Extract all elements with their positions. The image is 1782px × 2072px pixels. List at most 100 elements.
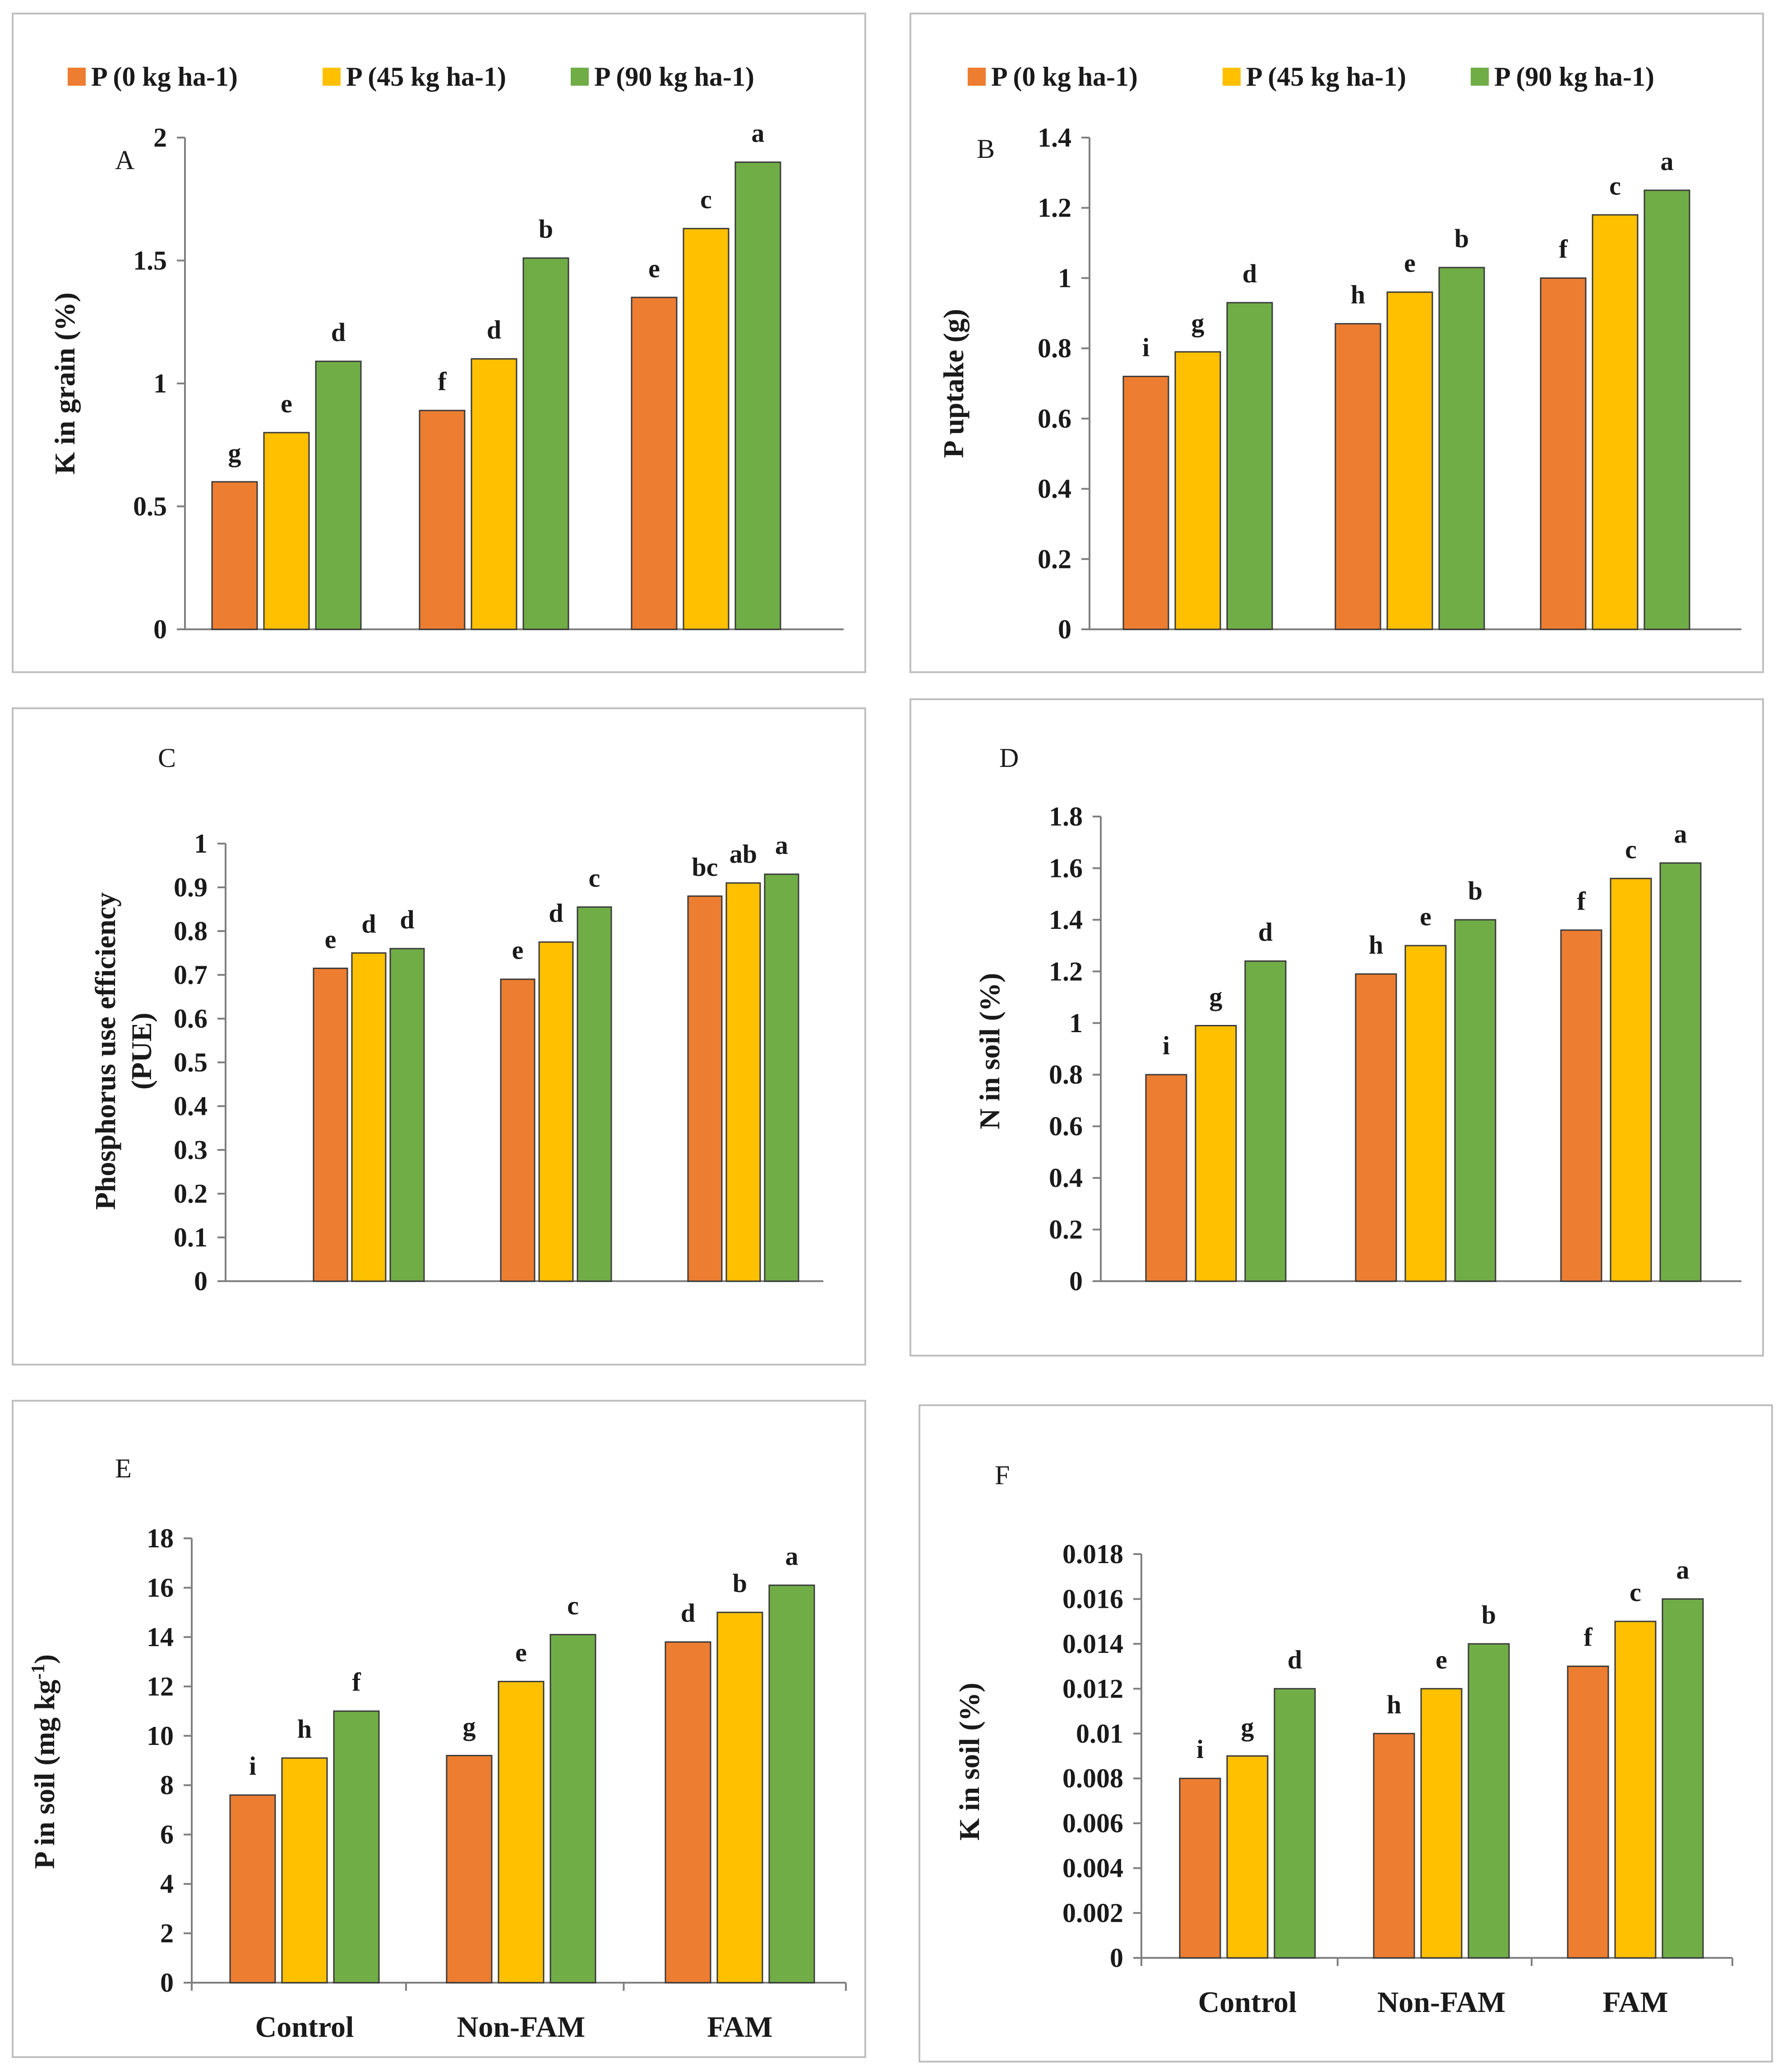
- y-tick-label: 2: [153, 123, 167, 152]
- legend-swatch: [1471, 68, 1489, 86]
- significance-letter: i: [1196, 1735, 1204, 1764]
- y-axis-title-end: ): [28, 1654, 60, 1664]
- y-tick-label: 0.4: [1038, 474, 1071, 504]
- bar-p-90-kg-ha-1-: [315, 360, 362, 630]
- significance-letter: g: [1210, 982, 1223, 1011]
- bar-p-0-kg-ha-1-: [1567, 1666, 1609, 1959]
- y-tick-label: 0.014: [1062, 1629, 1123, 1659]
- y-tick-label: 0.6: [1038, 404, 1071, 434]
- bar-p-90-kg-ha-1-: [1644, 189, 1690, 630]
- y-tick-label: 0.2: [1049, 1215, 1083, 1245]
- bar-p-90-kg-ha-1-: [389, 948, 425, 1282]
- legend-entry: P (90 kg ha-1): [594, 62, 754, 92]
- significance-letter: d: [1288, 1645, 1302, 1674]
- panel-f: 0 0.002 0.004 0.006 0.008 0.01 0.012 0.014 0.016…: [919, 1404, 1773, 2063]
- y-axis-title: N in soil (%): [974, 973, 1006, 1130]
- panel-c: 0 0.1 0.2 0.3 0.4 0.5 0.6 0.7 0.8 0.9 1 Phosphorus …: [12, 707, 866, 1366]
- significance-letter: g: [1191, 308, 1205, 337]
- y-tick-label: 0: [1058, 614, 1071, 644]
- bar-p-45-kg-ha-1-: [471, 358, 517, 630]
- y-tick-label: 2: [160, 1919, 174, 1948]
- bar-p-45-kg-ha-1-: [281, 1757, 328, 1984]
- significance-letter: a: [775, 831, 788, 860]
- bar-p-90-kg-ha-1-: [1454, 919, 1496, 1282]
- x-category-label: Control: [1198, 1986, 1297, 2019]
- significance-letter: ab: [729, 839, 757, 868]
- bar-p-45-kg-ha-1-: [351, 952, 387, 1282]
- significance-letter: i: [1163, 1031, 1170, 1060]
- bar-p-0-kg-ha-1-: [313, 967, 348, 1282]
- y-tick-label: 0.3: [174, 1135, 208, 1165]
- y-tick-label: 0.008: [1062, 1763, 1123, 1793]
- panel-d: 0 0.2 0.4 0.6 0.8 1 1.2 1.4 1.6 1.8 N in soil (%) D…: [909, 698, 1764, 1357]
- significance-letter: d: [361, 909, 376, 939]
- y-axis-title: Phosphorus use efficiency (PUE): [89, 892, 157, 1210]
- significance-letter: g: [228, 438, 241, 467]
- bar-p-90-kg-ha-1-: [1244, 960, 1287, 1282]
- bar-p-90-kg-ha-1-: [577, 906, 612, 1282]
- panel-e: 0 2 4 6 8 10 12 14 16 18 Control Non-FAM FAM P in soi…: [12, 1400, 866, 2058]
- y-tick-label: 1.2: [1038, 193, 1071, 223]
- y-tick-label: 0.9: [174, 872, 208, 902]
- significance-letter: e: [1436, 1645, 1447, 1674]
- bar-p-0-kg-ha-1-: [1373, 1733, 1415, 1959]
- bar-p-0-kg-ha-1-: [687, 895, 723, 1282]
- y-axis-title-main: P in soil (mg kg: [28, 1680, 60, 1869]
- panel-a: 0 0.5 1 1.5 2 K in grain (%) Ag f e e d c d b a P (0 kg…: [12, 13, 866, 673]
- y-tick-label: 18: [147, 1523, 174, 1553]
- bar-p-0-kg-ha-1-: [665, 1641, 711, 1984]
- y-tick-label: 0.1: [174, 1223, 208, 1252]
- significance-letter: f: [438, 367, 447, 396]
- significance-letter: h: [1369, 930, 1383, 960]
- significance-letter: f: [1583, 1623, 1593, 1652]
- significance-letter: d: [400, 905, 414, 934]
- x-category-label: FAM: [707, 2011, 772, 2044]
- significance-letter: a: [1661, 147, 1674, 176]
- significance-letter: b: [1482, 1600, 1496, 1629]
- bar-p-45-kg-ha-1-: [1226, 1755, 1269, 1959]
- y-tick-label: 10: [147, 1721, 174, 1751]
- bar-p-90-kg-ha-1-: [1226, 302, 1273, 630]
- panel-label: F: [995, 1460, 1010, 1490]
- y-tick-label: 0.018: [1062, 1539, 1123, 1569]
- bar-p-90-kg-ha-1-: [1659, 862, 1702, 1282]
- y-tick-label: 0.5: [133, 492, 167, 521]
- significance-letter: a: [1674, 819, 1687, 849]
- significance-letter: c: [589, 863, 600, 893]
- y-axis-title-line: Phosphorus use efficiency: [89, 892, 121, 1210]
- y-tick-label: 0.8: [1038, 333, 1071, 363]
- significance-letter: e: [648, 254, 660, 283]
- y-tick-label: 0.5: [174, 1048, 208, 1077]
- significance-letter: g: [463, 1712, 476, 1741]
- legend-swatch: [968, 68, 986, 86]
- y-tick-label: 0.6: [174, 1004, 208, 1034]
- y-tick-label: 0.2: [1038, 544, 1071, 574]
- significance-letter: d: [1258, 917, 1273, 946]
- y-tick-label: 8: [160, 1770, 174, 1800]
- bar-p-0-kg-ha-1-: [1145, 1074, 1187, 1282]
- y-tick-label: 1.4: [1049, 905, 1083, 935]
- bar-p-90-kg-ha-1-: [1662, 1598, 1704, 1959]
- bar-p-90-kg-ha-1-: [1438, 267, 1485, 630]
- y-tick-label: 0.4: [174, 1091, 208, 1121]
- y-axis-title-sup: -1: [28, 1664, 49, 1680]
- significance-letter: h: [1351, 280, 1365, 309]
- y-tick-label: 16: [147, 1573, 174, 1602]
- bar-p-0-kg-ha-1-: [631, 296, 678, 630]
- y-tick-label: 0: [160, 1968, 174, 1998]
- significance-letter: b: [1454, 224, 1469, 253]
- bar-p-0-kg-ha-1-: [446, 1755, 493, 1984]
- legend-entry: P (45 kg ha-1): [346, 62, 506, 92]
- y-tick-label: 0.002: [1062, 1898, 1123, 1928]
- significance-letter: e: [281, 389, 292, 418]
- panel-label: B: [977, 134, 995, 164]
- panel-label: A: [115, 145, 134, 175]
- significance-letter: c: [1630, 1578, 1641, 1607]
- y-axis-title: P uptake (g): [937, 309, 969, 458]
- significance-letter: f: [1559, 234, 1568, 263]
- significance-letter: e: [515, 1638, 527, 1667]
- legend-entry: P (0 kg ha-1): [91, 62, 238, 92]
- bar-p-0-kg-ha-1-: [1540, 277, 1587, 630]
- bar-p-45-kg-ha-1-: [725, 882, 761, 1282]
